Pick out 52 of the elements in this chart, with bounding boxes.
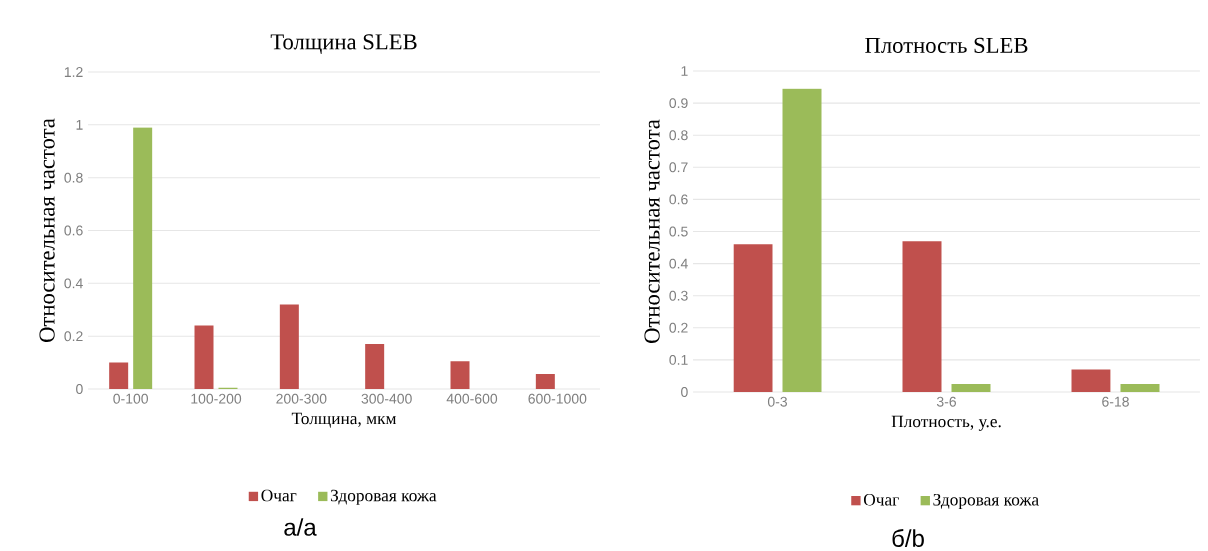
bar	[535, 373, 555, 389]
y-axis-title: Относительная частота	[644, 119, 660, 343]
x-tick-label: 0-100	[113, 393, 149, 404]
x-tick-label: 600-1000	[528, 393, 587, 404]
legend-label: Очаг	[261, 489, 297, 502]
bar	[450, 361, 470, 389]
x-tick-label: 0-3	[767, 396, 788, 407]
x-axis-title: Толщина, мкм	[291, 412, 397, 428]
y-axis-title: Относительная частота	[39, 118, 55, 342]
bar	[1071, 369, 1111, 392]
chart-title: Толщина SLEB	[270, 34, 417, 54]
bar	[194, 325, 214, 389]
legend-label: Здоровая кожа	[933, 493, 1039, 509]
y-tick-label: 0.1	[669, 354, 688, 365]
bar	[902, 240, 942, 392]
legend-label: Здоровая кожа	[330, 489, 437, 505]
y-tick-label: 0.4	[64, 278, 83, 289]
y-tick-label: 1	[681, 66, 688, 76]
x-tick-label: 400-600	[446, 393, 498, 404]
x-tick-label: 100-200	[191, 393, 242, 404]
bar	[782, 88, 822, 392]
y-tick-label: 0.8	[64, 172, 83, 183]
y-tick-label: 0.6	[669, 194, 688, 205]
x-axis-title: Плотность, у.е.	[891, 415, 1001, 431]
legend-label: Очаг	[863, 493, 899, 506]
x-tick-label: 300-400	[361, 393, 412, 404]
y-tick-label: 0	[76, 383, 83, 394]
y-tick-label: 0.4	[669, 258, 688, 269]
x-tick-label: 6-18	[1102, 396, 1129, 407]
chart-title: Плотность SLEB	[865, 37, 1028, 53]
bar	[365, 343, 385, 389]
y-tick-label: 0	[681, 386, 688, 397]
x-tick-label: 3-6	[936, 396, 956, 407]
bar	[133, 127, 153, 389]
y-tick-label: 0.7	[669, 162, 688, 173]
bar	[279, 304, 299, 389]
text: б/b	[892, 528, 924, 547]
y-tick-label: 0.2	[669, 322, 688, 333]
y-tick-label: 0.2	[64, 331, 83, 341]
x-tick-label: 200-300	[276, 393, 327, 404]
y-tick-label: 0.6	[64, 225, 83, 236]
y-tick-label: 0.5	[669, 226, 688, 237]
y-tick-label: 1.2	[64, 66, 83, 77]
y-tick-label: 1	[76, 119, 83, 130]
y-tick-label: 0.3	[669, 290, 688, 301]
bar	[951, 383, 991, 392]
bar	[733, 244, 773, 392]
bar	[1120, 383, 1160, 392]
y-tick-label: 0.8	[669, 130, 688, 140]
text: а/a	[284, 518, 317, 536]
bar	[109, 362, 129, 389]
y-tick-label: 0.9	[669, 97, 688, 108]
